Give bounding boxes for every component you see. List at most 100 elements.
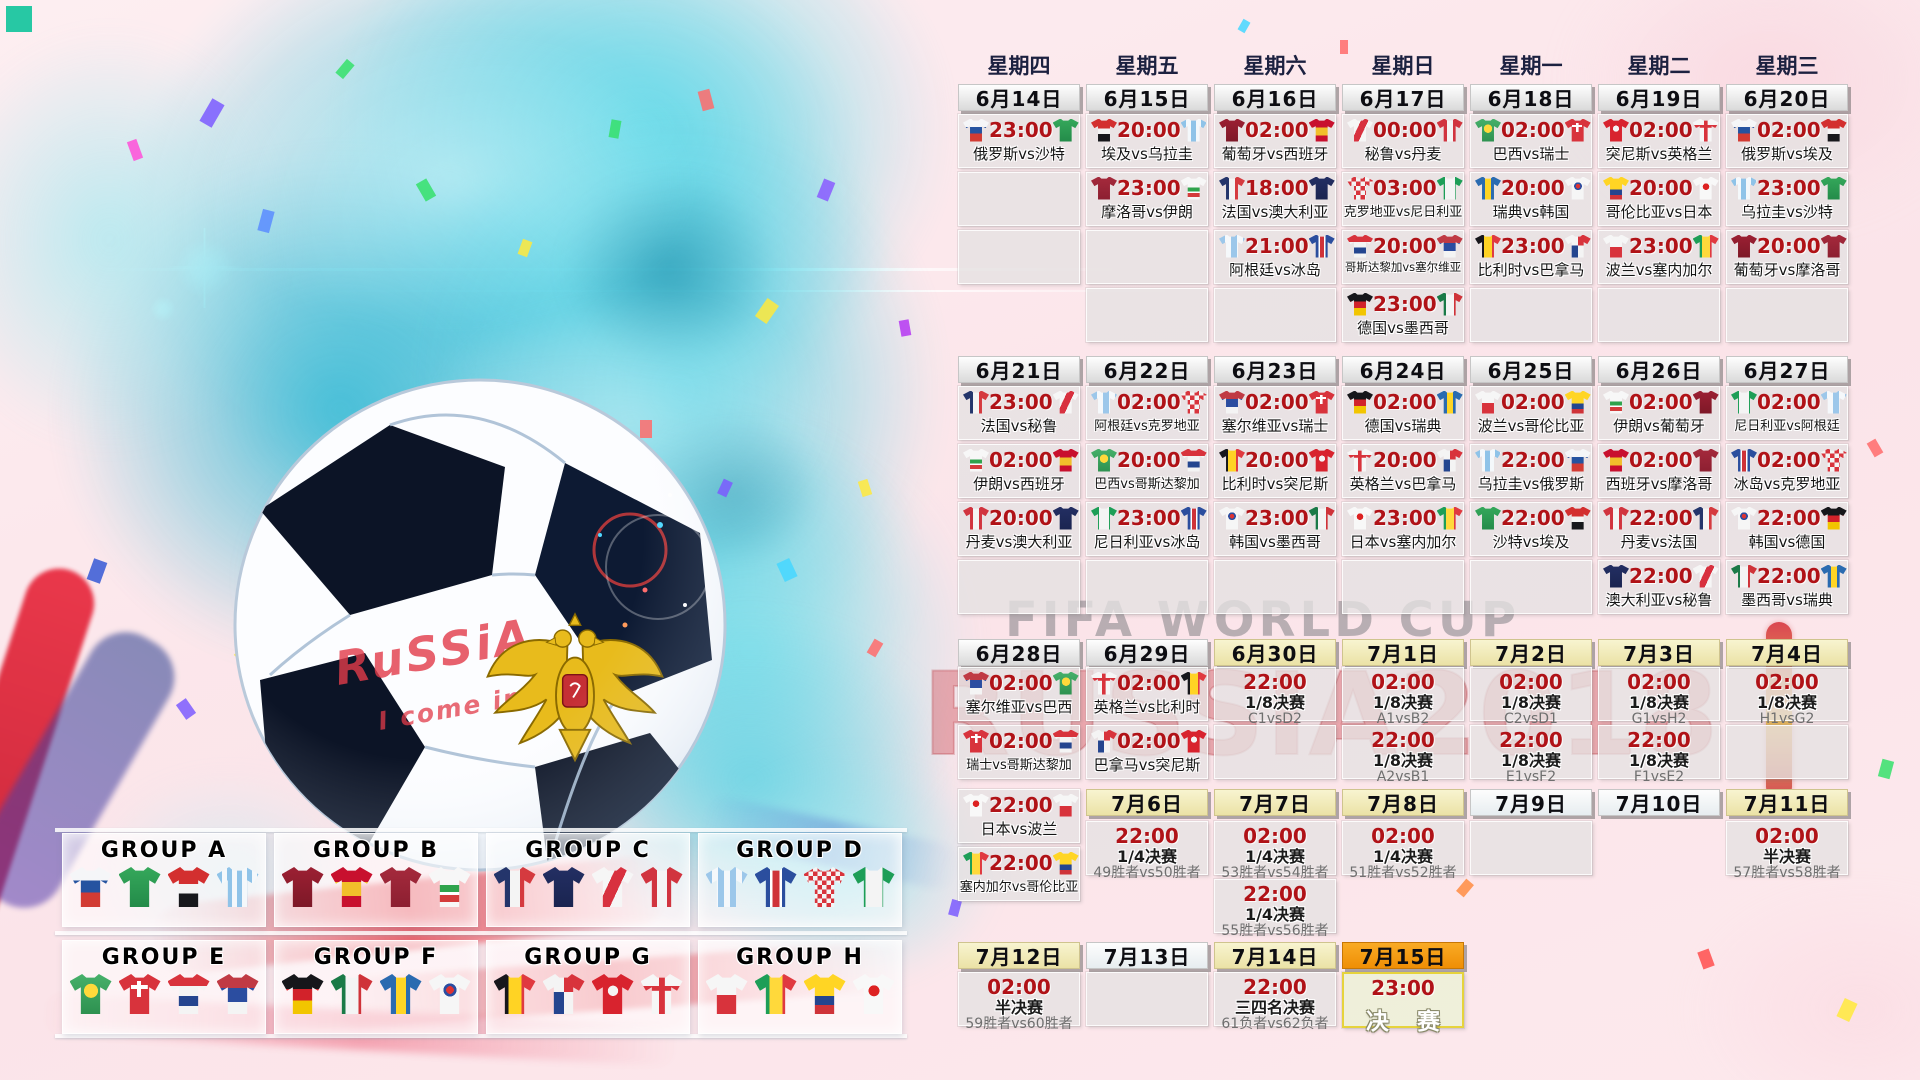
match-teams: 哥斯达黎加vs塞尔维亚 (1344, 260, 1462, 274)
match-cell: 23:00 乌拉圭vs沙特 (1726, 172, 1848, 226)
match-cell-top: 20:00 (1727, 231, 1847, 258)
jersey-icon-冰岛 (1308, 234, 1335, 258)
match-cell: 02:00 德国vs瑞典 (1342, 386, 1464, 440)
match-teams: 乌拉圭vs俄罗斯 (1477, 475, 1585, 493)
match-time: 02:00 (1757, 448, 1821, 472)
match-teams: 尼日利亚vs冰岛 (1093, 533, 1201, 551)
date-button[interactable]: 7月6日 (1086, 789, 1208, 816)
date-button[interactable]: 6月22日 (1086, 356, 1208, 383)
jersey-icon-瑞典 (1436, 390, 1463, 414)
jersey-icon-葡萄牙 (1731, 234, 1757, 258)
match-time: 02:00 (1245, 118, 1309, 142)
weekday-label: 星期四 (987, 54, 1051, 78)
shelf-line (55, 1034, 907, 1038)
match-time: 03:00 (1373, 176, 1437, 200)
jersey-icon-秘鲁 (1052, 390, 1079, 414)
date-button[interactable]: 6月25日 (1470, 356, 1592, 383)
date-button[interactable]: 6月29日 (1086, 639, 1208, 666)
match-cell: 02:00 瑞士vs哥斯达黎加 (958, 725, 1080, 779)
match-teams: 德国vs墨西哥 (1357, 319, 1449, 337)
date-button[interactable]: 6月14日 (958, 84, 1080, 111)
match-teams: 乌拉圭vs沙特 (1741, 203, 1833, 221)
match-teams: 瑞士vs哥斯达黎加 (966, 758, 1072, 773)
date-button[interactable]: 7月9日 (1470, 789, 1592, 816)
match-time: 23:00 (1629, 234, 1693, 258)
jersey-icon-突尼斯 (1603, 118, 1629, 142)
match-cell-top: 02:00 (1471, 387, 1591, 414)
date-button[interactable]: 6月28日 (958, 639, 1080, 666)
match-time: 23:00 (1117, 506, 1181, 530)
date-button[interactable]: 7月2日 (1470, 639, 1592, 666)
jersey-icon-哥斯达黎加 (1052, 729, 1079, 753)
match-teams: 俄罗斯vs埃及 (1741, 145, 1833, 163)
match-cell-top: 23:00 (1599, 231, 1719, 258)
match-teams: 德国vs瑞典 (1364, 417, 1442, 435)
knockout-stage-label: 1/8决赛 (1244, 693, 1306, 712)
match-cell: 20:00 巴西vs哥斯达黎加 (1086, 444, 1208, 498)
date-button[interactable]: 7月10日 (1598, 789, 1720, 816)
match-teams: 日本vs塞内加尔 (1349, 533, 1457, 551)
match-cell: 23:00 摩洛哥vs伊朗 (1086, 172, 1208, 226)
match-teams: 墨西哥vs瑞典 (1741, 591, 1833, 609)
date-button[interactable]: 7月3日 (1598, 639, 1720, 666)
match-cell: 22:00 乌拉圭vs俄罗斯 (1470, 444, 1592, 498)
date-button[interactable]: 6月30日 (1214, 639, 1336, 666)
date-button[interactable]: 7月11日 (1726, 789, 1848, 816)
date-button[interactable]: 7月1日 (1342, 639, 1464, 666)
date-button[interactable]: 6月15日 (1086, 84, 1208, 111)
match-time: 20:00 (1117, 118, 1181, 142)
date-button[interactable]: 7月8日 (1342, 789, 1464, 816)
jersey-icon-阿根廷 (1219, 234, 1245, 258)
match-cell: 23:00 俄罗斯vs沙特 (958, 114, 1080, 168)
match-cell-top: 02:00 (1599, 115, 1719, 142)
jersey-icon-冰岛 (1180, 506, 1207, 530)
date-button[interactable]: 6月19日 (1598, 84, 1720, 111)
date-button[interactable]: 6月17日 (1342, 84, 1464, 111)
jersey-icon-哥斯达黎加 (1347, 234, 1373, 258)
jersey-icon-克罗地亚 (1347, 176, 1373, 200)
match-teams: 英格兰vs比利时 (1093, 698, 1201, 716)
date-button[interactable]: 6月24日 (1342, 356, 1464, 383)
jersey-icon-乌拉圭 (1180, 118, 1207, 142)
jersey-icon-沙特 (1052, 118, 1079, 142)
date-button[interactable]: 6月20日 (1726, 84, 1848, 111)
date-button[interactable]: 7月14日 (1214, 942, 1336, 969)
jersey-icon-突尼斯 (1308, 448, 1335, 472)
match-time: 23:00 (1117, 176, 1181, 200)
date-button[interactable]: 7月15日 (1342, 942, 1464, 969)
date-button[interactable]: 7月4日 (1726, 639, 1848, 666)
date-button[interactable]: 6月26日 (1598, 356, 1720, 383)
match-cell: 20:00 哥伦比亚vs日本 (1598, 172, 1720, 226)
date-button[interactable]: 6月18日 (1470, 84, 1592, 111)
match-cell-top: 02:00 (1727, 445, 1847, 472)
date-button[interactable]: 6月27日 (1726, 356, 1848, 383)
empty-cell (1726, 725, 1848, 779)
knockout-pairing: E1vsF2 (1505, 769, 1557, 785)
date-button[interactable]: 7月13日 (1086, 942, 1208, 969)
match-teams: 克罗地亚vs尼日利亚 (1343, 205, 1463, 220)
jersey-icon-塞内加尔 (1692, 234, 1719, 258)
date-button[interactable]: 7月12日 (958, 942, 1080, 969)
knockout-stage-label: 1/8决赛 (1372, 693, 1434, 712)
jersey-icon-巴拿马 (1091, 729, 1117, 753)
match-time: 22:00 (1627, 728, 1691, 752)
date-button[interactable]: 7月7日 (1214, 789, 1336, 816)
jersey-icon-突尼斯 (1180, 729, 1207, 753)
match-cell: 22:00 塞内加尔vs哥伦比亚 (958, 847, 1080, 901)
jersey-icon-摩洛哥 (1091, 176, 1117, 200)
match-time: 22:00 (1243, 882, 1307, 906)
match-time: 02:00 (989, 448, 1053, 472)
knockout-cell: 22:00 1/8决赛 F1vsE2 (1598, 725, 1720, 785)
match-cell-top: 22:00 (1471, 503, 1591, 530)
date-button[interactable]: 6月23日 (1214, 356, 1336, 383)
date-button[interactable]: 6月16日 (1214, 84, 1336, 111)
jersey-icon-埃及 (1564, 506, 1591, 530)
jersey-icon-乌拉圭 (1475, 448, 1501, 472)
jersey-icon-摩洛哥 (1692, 448, 1719, 472)
match-cell: 23:00 法国vs秘鲁 (958, 386, 1080, 440)
knockout-pairing: A1vsB2 (1376, 711, 1430, 727)
weekday-label: 星期二 (1627, 54, 1691, 78)
date-button[interactable]: 6月21日 (958, 356, 1080, 383)
jersey-icon-阿根廷 (1820, 390, 1847, 414)
match-teams: 葡萄牙vs摩洛哥 (1733, 261, 1841, 279)
